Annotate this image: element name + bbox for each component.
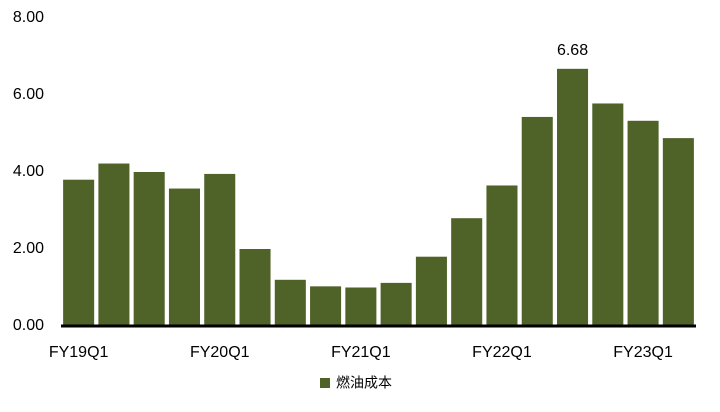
y-tick-label: 0.00 (13, 317, 44, 334)
x-tick-label: FY23Q1 (613, 344, 673, 361)
y-tick-label: 2.00 (13, 240, 44, 257)
bar (557, 68, 589, 326)
bar (310, 286, 342, 326)
value-label: 6.68 (557, 42, 588, 59)
bar (592, 103, 624, 326)
bar (274, 279, 306, 326)
x-tick-label: FY22Q1 (472, 344, 532, 361)
bar (168, 188, 200, 326)
legend-swatch (320, 378, 330, 388)
y-tick-label: 4.00 (13, 163, 44, 180)
bar (380, 282, 412, 326)
bar (521, 116, 553, 326)
bar (63, 179, 95, 326)
x-tick-label: FY20Q1 (190, 344, 250, 361)
y-tick-label: 6.00 (13, 86, 44, 103)
legend-label: 燃油成本 (336, 375, 392, 391)
x-tick-label: FY21Q1 (331, 344, 391, 361)
bar (415, 256, 447, 326)
bar (98, 163, 130, 326)
bar (239, 249, 271, 326)
bar (345, 287, 377, 326)
bar (451, 218, 483, 326)
bar (627, 120, 659, 326)
bar (204, 173, 236, 326)
bar (133, 172, 165, 326)
y-tick-label: 8.00 (13, 9, 44, 26)
x-tick-label: FY19Q1 (49, 344, 109, 361)
bar (486, 185, 518, 326)
bar (662, 138, 694, 326)
